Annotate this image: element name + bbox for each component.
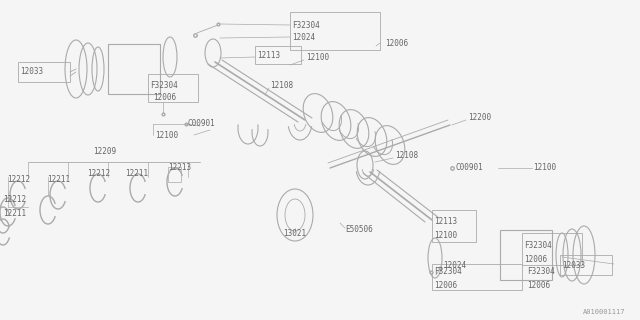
Text: 12006: 12006 — [524, 254, 547, 263]
Text: 12211: 12211 — [47, 175, 70, 185]
Bar — [432, 210, 476, 242]
Text: 12033: 12033 — [562, 260, 585, 269]
Bar — [290, 12, 380, 50]
Text: 12100: 12100 — [533, 164, 556, 172]
Text: 12213: 12213 — [168, 164, 191, 172]
Text: E50506: E50506 — [345, 226, 372, 235]
Text: 12212: 12212 — [87, 170, 110, 179]
Text: 12113: 12113 — [257, 51, 280, 60]
Bar — [18, 62, 70, 82]
Text: 12200: 12200 — [468, 114, 491, 123]
Text: C00901: C00901 — [188, 119, 216, 129]
Bar — [560, 255, 612, 275]
Text: 12100: 12100 — [434, 231, 457, 241]
Bar — [255, 46, 301, 64]
Text: 12113: 12113 — [434, 218, 457, 227]
Text: 12212: 12212 — [3, 196, 26, 204]
Text: 12211: 12211 — [3, 209, 26, 218]
Text: F32304: F32304 — [524, 241, 552, 250]
Bar — [500, 230, 552, 280]
Text: 12006: 12006 — [153, 93, 176, 102]
Text: 12108: 12108 — [395, 150, 418, 159]
Bar — [148, 74, 198, 102]
Text: 12006: 12006 — [385, 38, 408, 47]
Text: 12108: 12108 — [270, 82, 293, 91]
Text: 12024: 12024 — [292, 33, 315, 42]
Text: 12211: 12211 — [125, 170, 148, 179]
Bar — [432, 264, 522, 290]
Bar — [108, 44, 160, 94]
Text: F32304: F32304 — [527, 268, 555, 276]
Bar — [522, 233, 582, 265]
Text: 12033: 12033 — [20, 68, 43, 76]
Text: A010001117: A010001117 — [582, 309, 625, 315]
Text: 12024: 12024 — [443, 260, 466, 269]
Text: 13021: 13021 — [283, 228, 306, 237]
Bar — [168, 167, 181, 182]
Text: 12209: 12209 — [93, 148, 116, 156]
Text: F32304: F32304 — [292, 20, 320, 29]
Text: 12212: 12212 — [7, 175, 30, 185]
Text: 12006: 12006 — [527, 281, 550, 290]
Text: F32304: F32304 — [150, 82, 178, 91]
Text: F32304: F32304 — [434, 268, 461, 276]
Text: 12100: 12100 — [155, 131, 178, 140]
Text: 12006: 12006 — [434, 281, 457, 290]
Text: 12100: 12100 — [306, 53, 329, 62]
Text: C00901: C00901 — [456, 164, 484, 172]
